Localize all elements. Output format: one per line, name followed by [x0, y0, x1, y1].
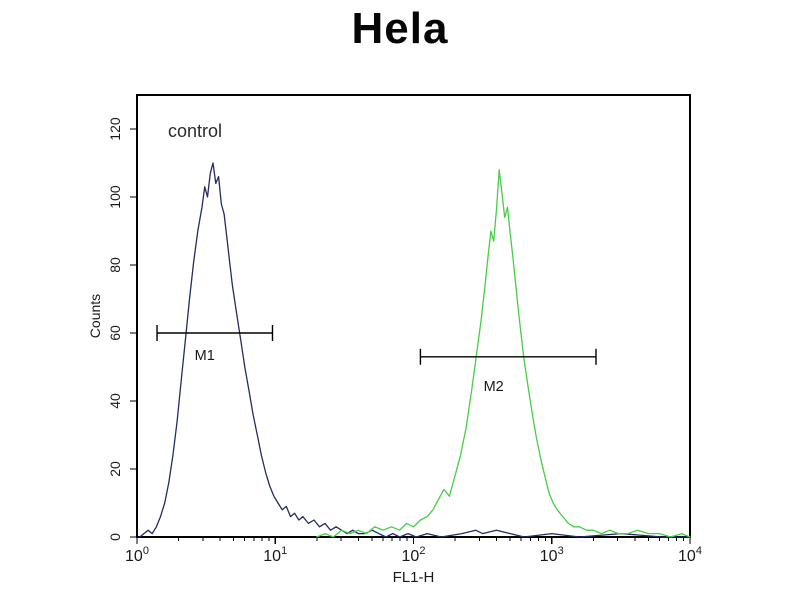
y-axis-label: Counts: [87, 294, 103, 338]
y-tick-label: 40: [107, 393, 123, 409]
y-tick-label: 20: [107, 461, 123, 477]
sample-curve: [316, 169, 691, 538]
y-tick-label: 60: [107, 325, 123, 341]
y-tick-label: 80: [107, 257, 123, 273]
x-minor-ticks: [178, 537, 685, 541]
y-tick-label: 0: [107, 533, 123, 541]
x-axis-label: FL1-H: [393, 569, 435, 586]
chart-title: Hela: [351, 4, 449, 53]
m1-marker: M1: [156, 325, 274, 364]
plot-border: [136, 94, 691, 538]
y-tick-label: 100: [107, 185, 123, 209]
x-tick-label: 104: [678, 545, 702, 565]
y-axis-ticks: 0 20 40 60 80 100 120: [107, 117, 137, 541]
control-curve: [139, 162, 691, 538]
control-annotation: control: [168, 121, 222, 141]
m2-marker: M2: [419, 348, 597, 395]
m1-marker-label: M1: [195, 348, 215, 364]
x-tick-label: 100: [125, 545, 149, 565]
y-tick-label: 120: [107, 117, 123, 141]
x-axis-ticks: 100 101 102 103 104: [125, 537, 702, 565]
x-tick-label: 102: [402, 545, 426, 565]
m2-marker-label: M2: [484, 379, 504, 395]
x-tick-label: 103: [540, 545, 564, 565]
x-tick-label: 101: [263, 545, 287, 565]
